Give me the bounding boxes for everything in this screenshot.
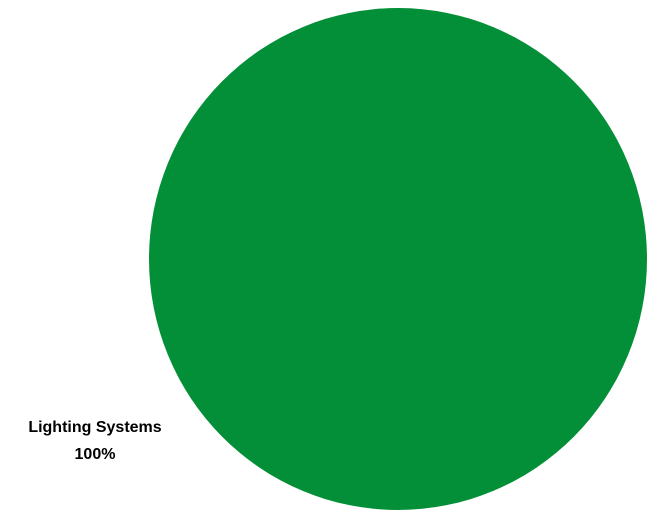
slice-label-percent: 100% [75,446,116,463]
slice-label-category: Lighting Systems [28,419,161,436]
pie-slices [149,8,647,510]
pie-labels: Lighting Systems 100% [28,419,161,463]
pie-slice-0 [149,8,647,510]
